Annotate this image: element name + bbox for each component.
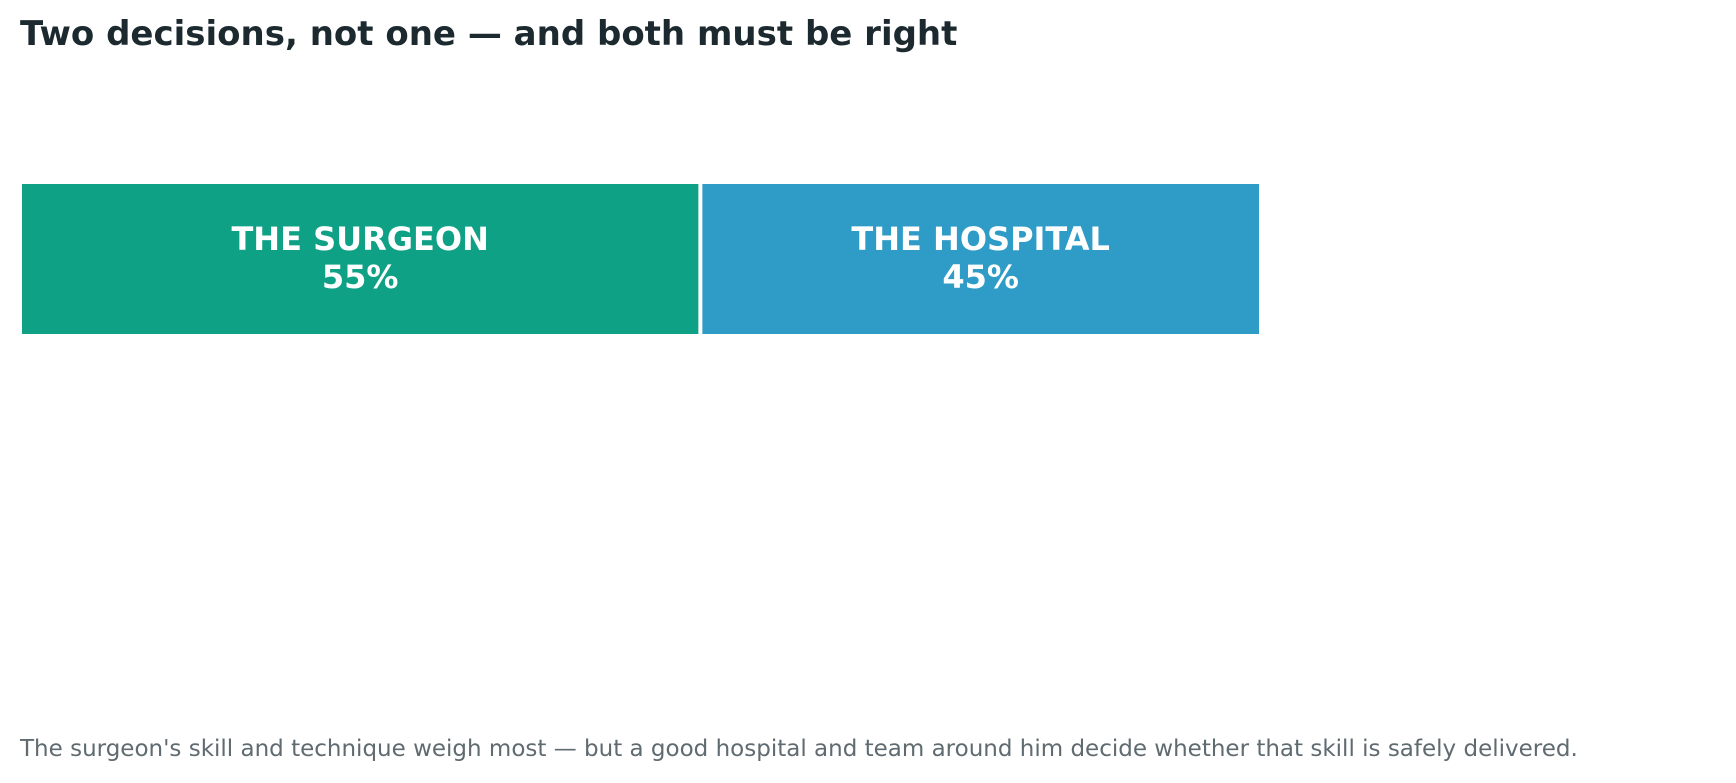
bar-segment-the-surgeon <box>22 184 699 334</box>
bar-value-label: 55% <box>322 258 399 296</box>
chart-footnote: The surgeon's skill and technique weigh … <box>20 736 1578 762</box>
bar-category-label: THE SURGEON <box>231 220 488 258</box>
bar-category-label: THE HOSPITAL <box>851 220 1110 258</box>
bar-value-label: 45% <box>942 258 1019 296</box>
chart-title: Two decisions, not one — and both must b… <box>20 14 958 54</box>
bar-segment-the-hospital <box>702 184 1259 334</box>
